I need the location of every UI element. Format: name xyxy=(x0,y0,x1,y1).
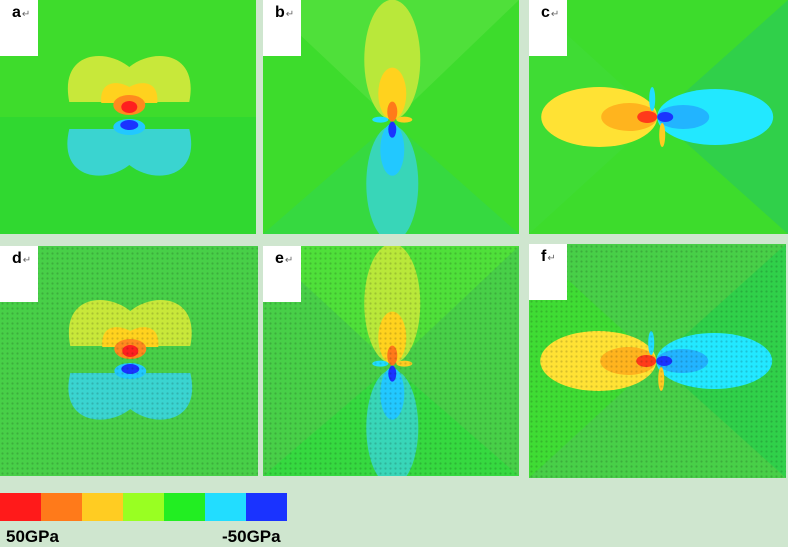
panel-label-a: a↵ xyxy=(12,4,31,21)
panel-label-box-a: a↵ xyxy=(0,0,38,56)
lower-lobe-core xyxy=(388,121,397,138)
color-scale-swatch xyxy=(205,493,246,521)
right-lobe-core xyxy=(657,112,674,122)
panel-label-box-e: e↵ xyxy=(263,246,301,302)
color-scale-swatch xyxy=(123,493,164,521)
stress-map-c xyxy=(529,0,788,234)
stress-map-panel-a: a↵ xyxy=(0,0,256,234)
color-scale-swatch xyxy=(164,493,205,521)
color-scale-min-label: 50GPa xyxy=(6,527,59,546)
color-scale-swatch xyxy=(41,493,82,521)
atom-texture-overlay xyxy=(529,244,786,478)
panel-label-box-f: f↵ xyxy=(529,244,567,300)
stress-map-f xyxy=(529,244,786,478)
stress-map-panel-d: d↵ xyxy=(0,246,258,476)
stress-map-a xyxy=(0,0,256,234)
tensile-lobe-outer xyxy=(67,129,192,176)
right-lobe-outer xyxy=(657,89,774,145)
compressive-lobe-mid xyxy=(101,83,158,103)
panel-label-f: f↵ xyxy=(541,248,556,265)
panel-label-d: d↵ xyxy=(12,250,32,267)
left-lobe-mid xyxy=(601,103,658,131)
panel-label-e: e↵ xyxy=(275,250,294,267)
stress-map-e xyxy=(263,246,519,476)
lower-lobe-cyan xyxy=(380,123,405,176)
lower-small-lobe xyxy=(659,123,666,147)
color-scale-bar xyxy=(0,493,287,521)
upper-lobe-core xyxy=(387,101,398,122)
compressive-lobe-outer xyxy=(67,56,191,102)
panel-label-box-d: d↵ xyxy=(0,246,38,302)
left-lobe-core xyxy=(637,111,658,123)
upper-lobe-yellow xyxy=(378,67,407,120)
color-scale-swatch xyxy=(82,493,123,521)
side-lobe-left xyxy=(372,116,389,123)
side-lobe-right xyxy=(396,116,413,123)
tensile-core-blue xyxy=(120,120,139,130)
lower-lobe-outer xyxy=(366,125,419,234)
color-scale-swatch xyxy=(0,493,41,521)
panel-label-box-c: c↵ xyxy=(529,0,567,56)
stress-map-b xyxy=(263,0,519,234)
stress-map-panel-e: e↵ xyxy=(263,246,519,476)
panel-label-c: c↵ xyxy=(541,4,560,21)
atom-texture-overlay xyxy=(263,246,519,476)
color-scale-max-label: -50GPa xyxy=(222,527,281,546)
color-scale-swatch xyxy=(246,493,287,521)
stress-map-panel-c: c↵ xyxy=(529,0,788,234)
stress-map-panel-f: f↵ xyxy=(529,244,786,478)
upper-small-lobe xyxy=(649,87,656,111)
upper-lobe-outer xyxy=(364,0,421,120)
right-lobe-mid xyxy=(657,105,710,129)
atom-texture-overlay xyxy=(0,246,258,476)
panel-label-b: b↵ xyxy=(275,4,295,21)
stress-map-d xyxy=(0,246,258,476)
compressive-core-red xyxy=(121,101,138,113)
left-lobe-outer xyxy=(541,87,658,147)
panel-label-box-b: b↵ xyxy=(263,0,301,56)
stress-map-panel-b: b↵ xyxy=(263,0,519,234)
